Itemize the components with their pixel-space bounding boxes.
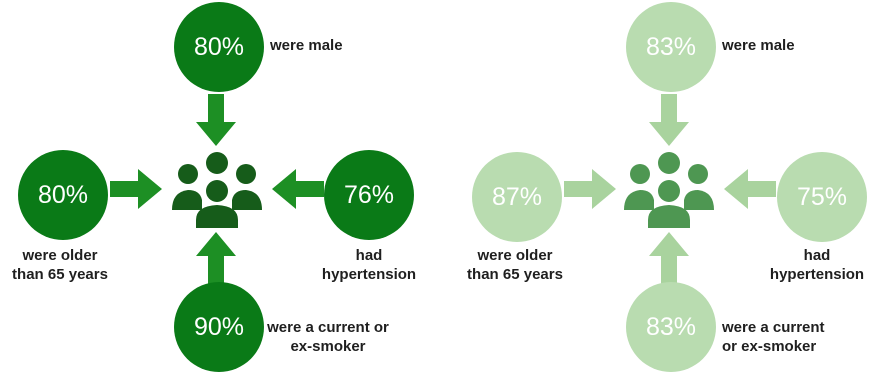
group-of-people-icon [172, 152, 262, 228]
stat-label-left: were older than 65 years [467, 247, 563, 283]
stat-value: 87% [491, 182, 543, 211]
arrow-right-icon [110, 169, 162, 209]
stat-circle-bottom: 90% [174, 282, 264, 372]
stat-circle-right: 76% [324, 150, 414, 240]
stat-value: 75% [796, 182, 848, 211]
arrow-right-icon [564, 169, 616, 209]
group-of-people-icon [624, 152, 714, 228]
arrow-down-icon [196, 94, 236, 146]
stat-value: 76% [343, 180, 395, 209]
panel-dark: 80% 80% 76% 90% were male were older than… [12, 2, 417, 372]
stat-circle-top: 80% [174, 2, 264, 92]
stat-label-bottom: were a current or ex-smoker [722, 319, 825, 355]
arrow-up-icon [649, 232, 689, 284]
arrow-left-icon [272, 169, 324, 209]
stat-circle-right: 75% [777, 152, 867, 242]
stat-value: 80% [193, 32, 245, 61]
stat-value: 80% [37, 180, 89, 209]
arrow-down-icon [649, 94, 689, 146]
stat-label-bottom: were a current or ex-smoker [267, 319, 389, 355]
stat-label-right: had hypertension [321, 247, 417, 283]
stat-circle-bottom: 83% [626, 282, 716, 372]
stat-value: 83% [645, 32, 697, 61]
arrow-up-icon [196, 232, 236, 284]
arrow-left-icon [724, 169, 776, 209]
stat-circle-left: 87% [472, 152, 562, 242]
stat-value: 90% [193, 312, 245, 341]
stat-value: 83% [645, 312, 697, 341]
stat-circle-top: 83% [626, 2, 716, 92]
stat-label-top: were male [270, 37, 343, 54]
panel-light: 83% 87% 75% 83% were male were older than… [436, 0, 872, 374]
stat-label-top: were male [722, 37, 795, 54]
stat-label-right: had hypertension [769, 247, 865, 283]
stat-label-left: were older than 65 years [12, 247, 108, 283]
stat-circle-left: 80% [18, 150, 108, 240]
